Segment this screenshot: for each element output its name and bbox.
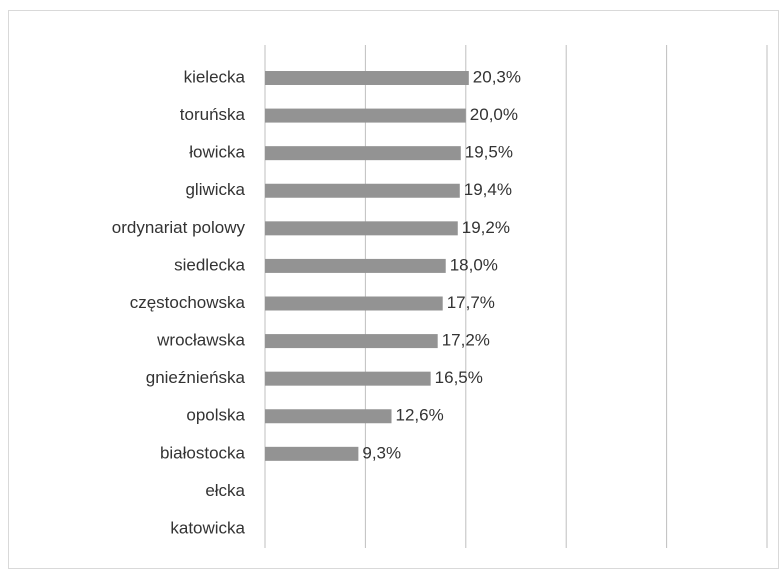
y-tick-label: toruńska [180,105,246,124]
y-tick-label: gliwicka [185,180,245,199]
value-label: 18,0% [450,255,498,274]
y-tick-label: katowicka [170,518,245,537]
bar [265,183,460,198]
bar [265,146,461,161]
value-label: 20,0% [470,105,518,124]
bar [265,108,466,123]
value-label: 17,2% [442,331,490,350]
bar [265,409,392,424]
value-label: 19,5% [465,143,513,162]
y-tick-label: gnieźnieńska [146,368,246,387]
value-label: 20,3% [473,67,521,86]
y-tick-label: ełcka [205,481,245,500]
bar [265,296,443,311]
bar [265,371,431,386]
y-tick-label: ordynariat polowy [112,218,246,237]
y-tick-label: siedlecka [174,255,245,274]
bar [265,334,438,349]
y-tick-label: opolska [186,406,245,425]
chart-frame [8,10,779,569]
value-label: 9,3% [362,443,401,462]
value-label: 16,5% [435,368,483,387]
bar [265,446,359,461]
value-label: 12,6% [396,406,444,425]
value-label: 19,4% [464,180,512,199]
value-label: 17,7% [447,293,495,312]
y-tick-label: wrocławska [156,331,245,350]
bar [265,258,446,273]
y-tick-label: łowicka [189,143,245,162]
y-tick-label: kielecka [184,67,246,86]
bar [265,71,469,85]
bar [265,221,458,236]
value-label: 19,2% [462,218,510,237]
y-tick-label: białostocka [160,443,246,462]
y-tick-label: częstochowska [130,293,246,312]
